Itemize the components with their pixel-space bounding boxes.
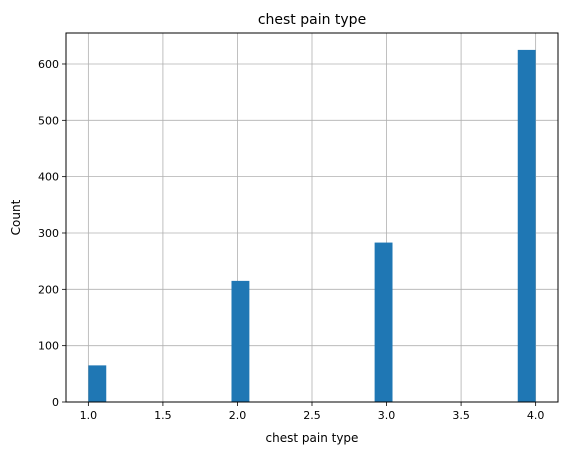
y-tick-label: 600 <box>38 58 59 71</box>
x-tick-label: 1.0 <box>80 409 98 422</box>
y-tick-label: 400 <box>38 171 59 184</box>
grid-layer <box>66 33 558 402</box>
x-axis-label: chest pain type <box>266 431 359 445</box>
x-tick-label: 2.5 <box>303 409 321 422</box>
x-axis-ticks: 1.0 1.5 2.0 2.5 3.0 3.5 4.0 <box>80 402 545 422</box>
x-tick-label: 1.5 <box>154 409 172 422</box>
histogram-bar <box>375 243 393 402</box>
y-tick-label: 300 <box>38 227 59 240</box>
x-tick-label: 2.0 <box>229 409 247 422</box>
histogram-bar <box>231 281 249 402</box>
y-tick-label: 200 <box>38 283 59 296</box>
y-axis-label: Count <box>9 199 23 235</box>
histogram-bar <box>518 50 536 402</box>
x-tick-label: 3.0 <box>378 409 396 422</box>
x-tick-label: 4.0 <box>527 409 545 422</box>
y-tick-label: 100 <box>38 340 59 353</box>
y-tick-label: 0 <box>52 396 59 409</box>
y-tick-label: 500 <box>38 114 59 127</box>
y-axis-ticks: 0 100 200 300 400 500 600 <box>38 58 66 409</box>
x-tick-label: 3.5 <box>452 409 470 422</box>
histogram-bar <box>88 365 106 402</box>
chart-title: chest pain type <box>258 12 366 28</box>
